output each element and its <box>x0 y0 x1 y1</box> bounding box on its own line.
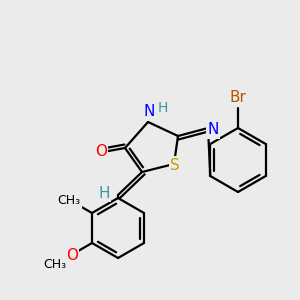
Text: N: N <box>143 103 155 118</box>
Text: O: O <box>95 143 107 158</box>
Text: S: S <box>170 158 180 172</box>
Text: O: O <box>66 248 78 262</box>
Text: H: H <box>158 101 168 115</box>
Text: H: H <box>98 185 110 200</box>
Text: CH₃: CH₃ <box>43 257 66 271</box>
Text: CH₃: CH₃ <box>57 194 80 208</box>
Text: N: N <box>207 122 219 137</box>
Text: Br: Br <box>230 91 246 106</box>
